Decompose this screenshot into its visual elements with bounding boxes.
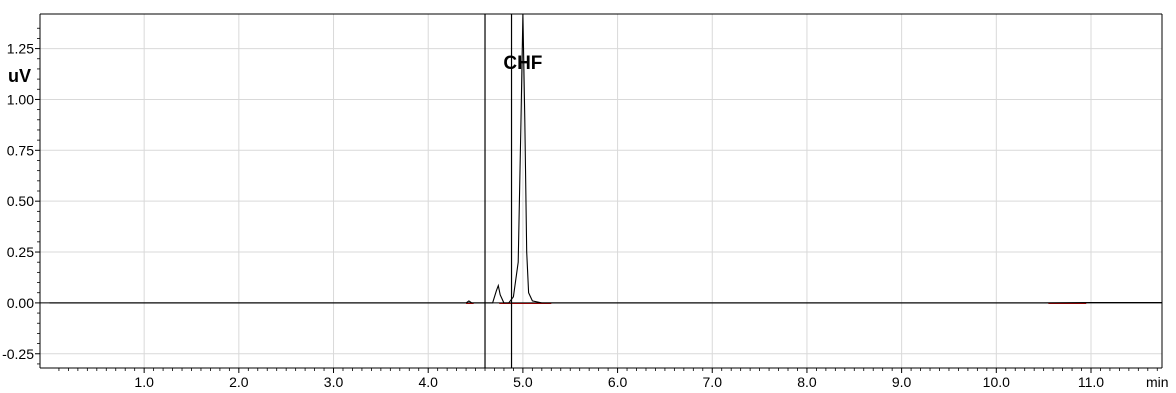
x-tick-label: 6.0 [608,374,628,390]
plot-frame [35,13,1163,373]
x-tick-label: 7.0 [703,374,723,390]
x-tick-label: 5.0 [513,374,533,390]
x-tick-label: 2.0 [229,374,249,390]
x-tick-label: 10.0 [983,374,1010,390]
y-tick-label: 0.75 [7,142,34,158]
vertical-markers [484,14,513,368]
y-tick-label: 0.25 [7,244,34,260]
y-tick-label: 1.25 [7,41,34,57]
x-tick-label: 4.0 [418,374,438,390]
x-tick-label: 8.0 [797,374,817,390]
tick-labels: 1.0 2.0 3.0 4.0 5.0 6.0 7.0 8.0 9.0 10.0 11.0 -0.25… [2,41,1104,390]
y-tick-label: -0.25 [2,346,34,362]
x-tick-label: 11.0 [1078,374,1104,390]
annotations: CHF [503,53,542,74]
x-tick-label: 1.0 [134,374,154,390]
x-tick-label: 9.0 [892,374,912,390]
y-tick-label: 0.00 [7,295,34,311]
y-tick-label: 1.00 [7,91,34,107]
y-axis-label: uV [8,66,31,86]
y-tick-label: 0.50 [7,193,34,209]
x-tick-label: 3.0 [324,374,344,390]
x-axis-label: min [1146,374,1169,390]
peak-label: CHF [503,53,542,74]
